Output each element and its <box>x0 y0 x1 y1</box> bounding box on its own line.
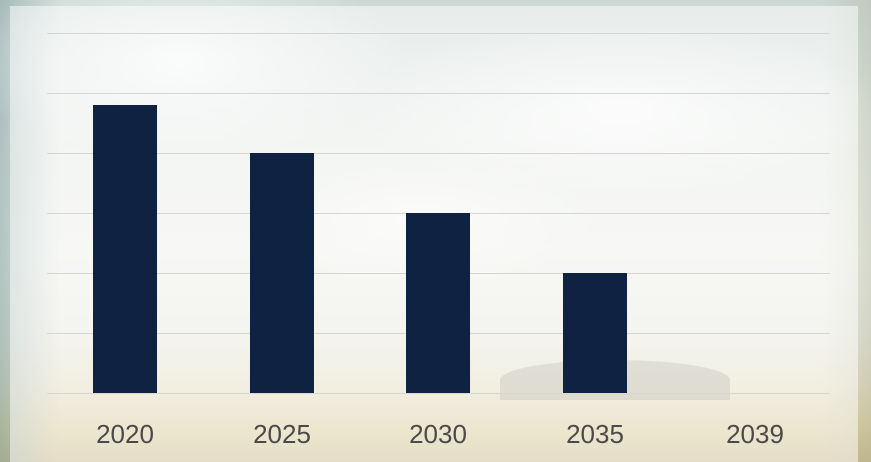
bar-2020 <box>93 105 157 393</box>
x-tick-label-2035: 2035 <box>566 419 624 449</box>
x-tick-label-2039: 2039 <box>726 419 784 449</box>
bar-2030 <box>406 213 470 393</box>
x-axis-tick-labels: 2020 2025 2030 2035 2039 <box>96 419 784 449</box>
x-tick-label-2030: 2030 <box>409 419 467 449</box>
bars <box>93 105 627 393</box>
bar-2035 <box>563 273 627 393</box>
x-tick-label-2025: 2025 <box>253 419 311 449</box>
x-tick-label-2020: 2020 <box>96 419 154 449</box>
bar-2025 <box>250 153 314 393</box>
